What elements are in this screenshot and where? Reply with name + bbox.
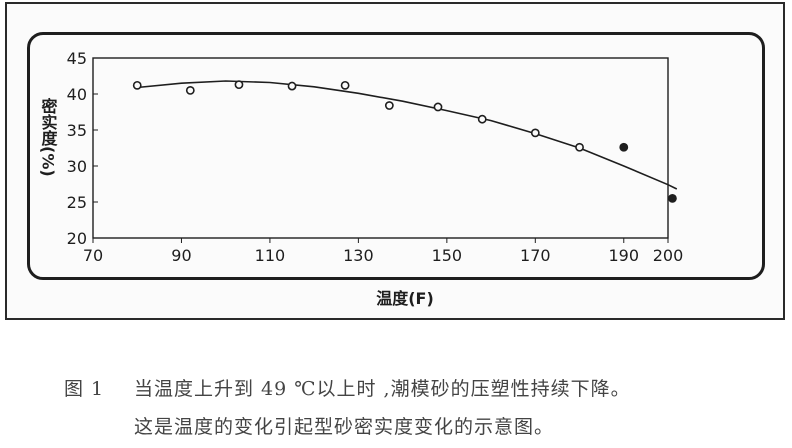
x-tick-label: 130 — [343, 246, 374, 265]
x-tick-label: 90 — [171, 246, 191, 265]
data-point-open — [234, 80, 244, 90]
x-tick-label: 150 — [432, 246, 463, 265]
data-point-open — [287, 81, 297, 91]
caption-line-1: 图 1 当温度上升到 49 ℃以上时 ,潮模砂的压塑性持续下降。 — [64, 374, 631, 401]
x-axis-title: 温度(F) — [375, 289, 434, 308]
x-tick-label: 200 — [653, 246, 684, 265]
caption-text-2: 这是温度的变化引起型砂密实度变化的示意图。 — [134, 416, 555, 438]
y-tick-label: 35 — [67, 121, 87, 140]
y-tick-label: 45 — [67, 49, 87, 68]
data-point-open — [433, 102, 443, 112]
data-point-open — [185, 86, 195, 95]
data-point-filled — [619, 142, 629, 152]
figure-number: 图 1 — [64, 378, 105, 400]
data-point-open — [132, 80, 142, 90]
plot-area-frame — [92, 57, 669, 239]
data-point-open — [384, 101, 394, 110]
data-point-filled — [668, 193, 677, 203]
data-point-open — [340, 80, 350, 90]
trend-line — [137, 80, 678, 190]
x-tick-label: 170 — [520, 246, 551, 265]
chart: 70 90 110 130 150 170 190 200 20 25 30 35 40 45 温度(F) 密… — [39, 49, 684, 308]
y-tick-label: 40 — [67, 85, 87, 104]
data-point-open — [477, 114, 487, 124]
y-tick-label: 30 — [67, 157, 87, 176]
data-point-open — [530, 128, 540, 138]
y-tick-label: 25 — [67, 193, 87, 212]
caption-line-2: 这是温度的变化引起型砂密实度变化的示意图。 — [64, 412, 554, 439]
data-point-open — [575, 142, 584, 152]
x-tick-label: 70 — [83, 246, 103, 265]
plot-panel — [27, 32, 765, 280]
caption-text-1: 当温度上升到 49 ℃以上时 ,潮模砂的压塑性持续下降。 — [134, 378, 631, 400]
figure-frame — [5, 2, 785, 320]
y-tick-label: 20 — [67, 229, 87, 248]
x-tick-label: 190 — [608, 246, 639, 265]
y-axis-title: 密实度(%) — [39, 97, 59, 177]
x-tick-label: 110 — [255, 246, 286, 265]
